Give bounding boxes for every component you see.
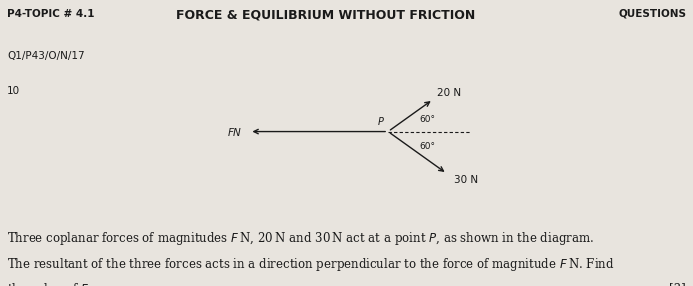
Text: 60°: 60° (419, 116, 435, 124)
Text: Three coplanar forces of magnitudes $F$ N, 20 N and 30 N act at a point $P$, as : Three coplanar forces of magnitudes $F$ … (7, 230, 594, 247)
Text: QUESTIONS: QUESTIONS (618, 9, 686, 19)
Text: the value of $F$.: the value of $F$. (7, 282, 92, 286)
Text: 20 N: 20 N (437, 88, 461, 98)
Text: The resultant of the three forces acts in a direction perpendicular to the force: The resultant of the three forces acts i… (7, 256, 615, 273)
Text: Q1/P43/O/N/17: Q1/P43/O/N/17 (7, 51, 85, 61)
Text: P4-TOPIC # 4.1: P4-TOPIC # 4.1 (7, 9, 94, 19)
Text: 10: 10 (7, 86, 20, 96)
Text: $FN$: $FN$ (227, 126, 243, 138)
Text: [3]: [3] (669, 282, 686, 286)
Text: 60°: 60° (419, 142, 435, 150)
Text: FORCE & EQUILIBRIUM WITHOUT FRICTION: FORCE & EQUILIBRIUM WITHOUT FRICTION (176, 9, 475, 21)
Text: $P$: $P$ (377, 115, 385, 127)
Text: 30 N: 30 N (454, 175, 478, 185)
